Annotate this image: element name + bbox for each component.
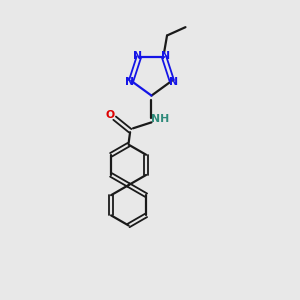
Text: N: N	[169, 77, 178, 87]
Text: N: N	[133, 51, 142, 61]
Text: NH: NH	[151, 114, 169, 124]
Text: N: N	[161, 51, 170, 61]
Text: N: N	[124, 77, 134, 87]
Text: O: O	[106, 110, 115, 120]
